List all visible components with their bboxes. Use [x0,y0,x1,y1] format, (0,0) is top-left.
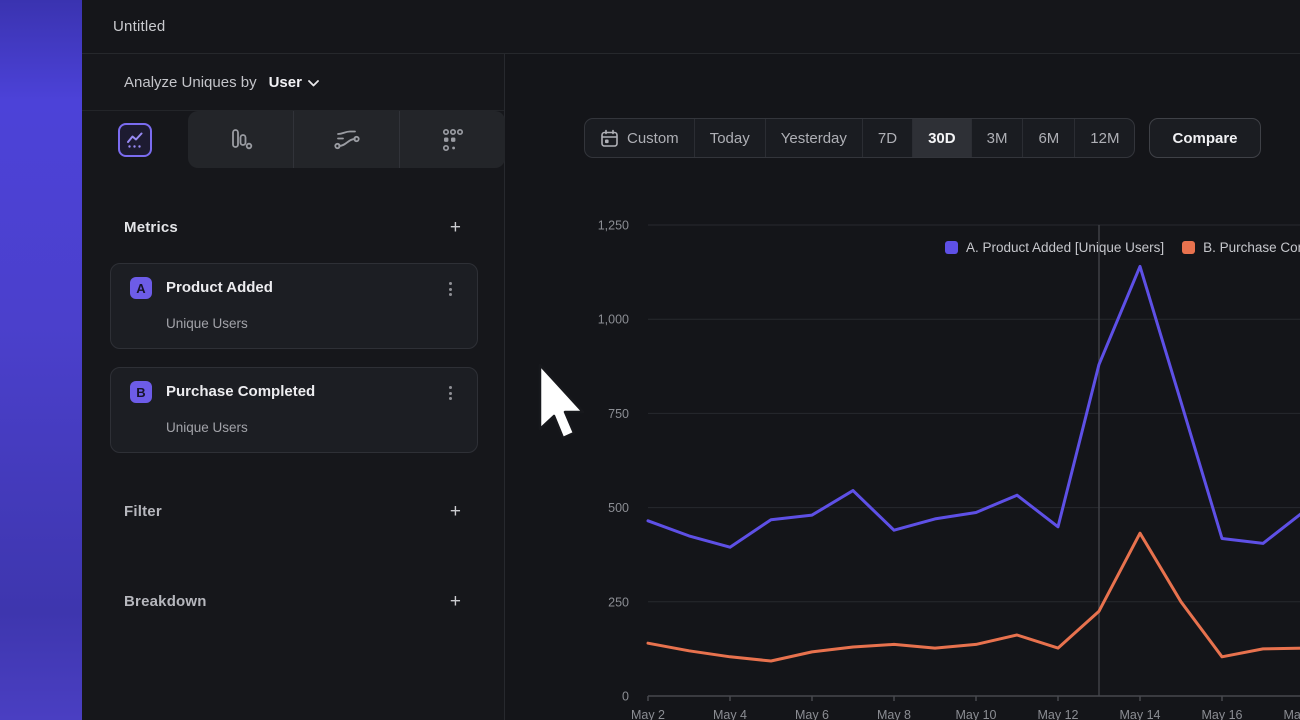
filter-title: Filter [124,502,162,520]
legend-swatch [945,241,958,254]
x-axis-tick-label: May 2 [631,708,665,720]
query-sidebar: Analyze Uniques by User [82,54,505,720]
report-title[interactable]: Untitled [113,18,166,35]
range-label: 6M [1038,129,1060,147]
range-label: 7D [877,129,898,147]
metrics-section-header: Metrics + [82,213,504,241]
chart-svg: 0 250 500 750 1,000 1,250 May 2 May 4 May 6 May 8… [598,219,1300,720]
analyze-by-row: Analyze Uniques by User [82,54,504,111]
x-axis-tick-label: May 14 [1120,708,1161,720]
add-metric-button[interactable]: + [449,216,461,238]
legend-label: A. Product Added [Unique Users] [966,240,1165,255]
metric-subtitle[interactable]: Unique Users [166,316,248,331]
range-label: Today [709,129,750,147]
legend-item[interactable]: A. Product Added [Unique Users] [945,240,1164,255]
range-button-yesterday[interactable]: Yesterday [764,119,862,157]
range-label: Custom [627,129,679,147]
y-axis-tick-label: 1,000 [598,313,629,327]
range-button-6m[interactable]: 6M [1022,119,1074,157]
metric-badge-b: B [130,381,152,403]
compare-button[interactable]: Compare [1149,118,1261,158]
y-axis-tick-label: 250 [608,595,629,609]
range-label: Yesterday [780,129,847,147]
breakdown-title: Breakdown [124,592,207,610]
tab-funnel-chart[interactable] [188,111,293,168]
flows-icon [333,130,360,149]
kebab-menu-icon[interactable] [441,279,459,299]
range-button-12m[interactable]: 12M [1074,119,1134,157]
series-line [646,531,1300,663]
range-button-7d[interactable]: 7D [861,119,912,157]
metric-badge-a: A [130,277,152,299]
metric-subtitle[interactable]: Unique Users [166,420,248,435]
range-button-3m[interactable]: 3M [970,119,1023,157]
breakdown-section-header: Breakdown + [82,587,504,615]
legend-label: B. Purchase Completed [Unique Users] [1203,240,1300,255]
x-axis-tick-label: May 6 [795,708,829,720]
x-axis-tick-label: May 4 [713,708,747,720]
metrics-title: Metrics [124,218,178,236]
range-button-30d[interactable]: 30D [912,119,971,157]
date-range-toolbar: Custom Today Yesterday 7D 30D 3M 6M 12M Compare [584,118,1261,158]
add-breakdown-button[interactable]: + [449,590,461,612]
x-axis-tick-label: May 18 [1284,708,1300,720]
analyze-by-dropdown[interactable]: User [269,74,319,91]
x-axis-tick-label: May 16 [1202,708,1243,720]
range-label: 3M [986,129,1008,147]
retention-grid-icon [442,128,463,151]
tab-insights-chart[interactable] [82,111,188,168]
metric-card-a[interactable]: A Product Added Unique Users [110,263,478,349]
chart-type-tabs [82,111,505,170]
metric-name: Product Added [166,279,273,296]
y-axis-tick-label: 0 [622,690,629,704]
tab-retention-chart[interactable] [399,111,505,168]
range-button-today[interactable]: Today [693,119,765,157]
y-axis-tick-label: 500 [608,501,629,515]
add-filter-button[interactable]: + [449,500,461,522]
top-header-bar: Untitled [82,0,1300,54]
chevron-down-icon [308,79,319,86]
x-axis-tick-label: May 10 [956,708,997,720]
background-gradient-strip [0,0,82,720]
date-range-group: Custom Today Yesterday 7D 30D 3M 6M 12M [584,118,1136,158]
chart-legend: A. Product Added [Unique Users] B. Purcha… [945,240,1300,255]
chart-type-tab-strip [188,111,505,168]
metric-card-b[interactable]: B Purchase Completed Unique Users [110,367,478,453]
chart-panel: Custom Today Yesterday 7D 30D 3M 6M 12M Compare… [506,55,1300,720]
analyze-by-label: Analyze Uniques by [124,73,257,91]
y-axis-tick-label: 750 [608,407,629,421]
line-chart-icon [118,122,152,157]
x-axis-tick-label: May 8 [877,708,911,720]
analyze-by-value: User [268,73,302,91]
calendar-icon [601,129,618,147]
filter-section-header: Filter + [82,497,504,525]
x-axis-tick-label: May 12 [1038,708,1079,720]
funnel-bars-icon [231,128,252,149]
metric-name: Purchase Completed [166,383,316,400]
series-line [646,264,1300,549]
legend-swatch [1182,241,1196,254]
tab-flows-chart[interactable] [293,111,399,168]
range-button-custom[interactable]: Custom [585,119,694,157]
kebab-menu-icon[interactable] [441,383,459,403]
range-label: 30D [928,129,956,147]
y-axis-tick-label: 1,250 [598,219,629,233]
range-label: 12M [1090,129,1120,147]
legend-item[interactable]: B. Purchase Completed [Unique Users] [1182,240,1300,255]
